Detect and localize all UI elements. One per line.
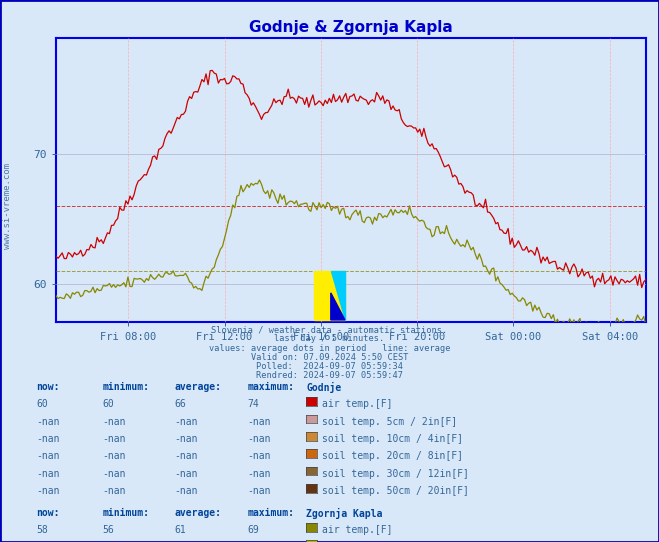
- Text: 69: 69: [247, 525, 259, 535]
- Text: -nan: -nan: [102, 486, 126, 496]
- Text: Polled:  2024-09-07 05:59:34: Polled: 2024-09-07 05:59:34: [256, 362, 403, 371]
- Text: soil temp. 50cm / 20in[F]: soil temp. 50cm / 20in[F]: [322, 486, 469, 496]
- Title: Godnje & Zgornja Kapla: Godnje & Zgornja Kapla: [249, 21, 453, 35]
- Text: -nan: -nan: [36, 417, 60, 427]
- Text: soil temp. 30cm / 12in[F]: soil temp. 30cm / 12in[F]: [322, 469, 469, 479]
- Text: -nan: -nan: [36, 434, 60, 444]
- Text: values: average dots in period   line: average: values: average dots in period line: ave…: [209, 344, 450, 353]
- Text: -nan: -nan: [175, 486, 198, 496]
- Text: soil temp. 10cm / 4in[F]: soil temp. 10cm / 4in[F]: [322, 434, 463, 444]
- Text: -nan: -nan: [247, 451, 271, 461]
- Text: -nan: -nan: [102, 434, 126, 444]
- Text: last day / 5 minutes.: last day / 5 minutes.: [274, 334, 385, 344]
- Text: -nan: -nan: [102, 469, 126, 479]
- Text: -nan: -nan: [102, 451, 126, 461]
- Text: -nan: -nan: [247, 469, 271, 479]
- Text: -nan: -nan: [36, 486, 60, 496]
- Text: maximum:: maximum:: [247, 382, 294, 392]
- Text: Slovenia / weather data - automatic stations.: Slovenia / weather data - automatic stat…: [212, 325, 447, 334]
- Text: -nan: -nan: [36, 469, 60, 479]
- Bar: [314, 271, 345, 320]
- Text: www.si-vreme.com: www.si-vreme.com: [3, 163, 13, 249]
- Text: 66: 66: [175, 399, 186, 409]
- Text: 60: 60: [102, 399, 114, 409]
- Text: maximum:: maximum:: [247, 508, 294, 518]
- Text: 60: 60: [36, 399, 48, 409]
- Polygon shape: [331, 293, 345, 320]
- Text: -nan: -nan: [247, 486, 271, 496]
- Text: Zgornja Kapla: Zgornja Kapla: [306, 508, 383, 519]
- Text: -nan: -nan: [247, 434, 271, 444]
- Text: -nan: -nan: [247, 417, 271, 427]
- Text: -nan: -nan: [36, 451, 60, 461]
- Text: -nan: -nan: [102, 417, 126, 427]
- Text: -nan: -nan: [175, 469, 198, 479]
- Text: now:: now:: [36, 382, 60, 392]
- Text: Godnje: Godnje: [306, 382, 341, 393]
- Text: -nan: -nan: [175, 417, 198, 427]
- Text: -nan: -nan: [175, 434, 198, 444]
- Text: soil temp. 5cm / 2in[F]: soil temp. 5cm / 2in[F]: [322, 417, 457, 427]
- Polygon shape: [331, 271, 345, 320]
- Text: average:: average:: [175, 382, 221, 392]
- Text: now:: now:: [36, 508, 60, 518]
- Text: soil temp. 20cm / 8in[F]: soil temp. 20cm / 8in[F]: [322, 451, 463, 461]
- Text: 58: 58: [36, 525, 48, 535]
- Text: -nan: -nan: [175, 451, 198, 461]
- Text: average:: average:: [175, 508, 221, 518]
- Text: air temp.[F]: air temp.[F]: [322, 525, 392, 535]
- Text: air temp.[F]: air temp.[F]: [322, 399, 392, 409]
- Text: 56: 56: [102, 525, 114, 535]
- Text: Valid on: 07.09.2024 5:50 CEST: Valid on: 07.09.2024 5:50 CEST: [251, 353, 408, 362]
- Text: minimum:: minimum:: [102, 508, 149, 518]
- Text: 74: 74: [247, 399, 259, 409]
- Text: 61: 61: [175, 525, 186, 535]
- Text: Rendred: 2024-09-07 05:59:47: Rendred: 2024-09-07 05:59:47: [256, 371, 403, 380]
- Text: minimum:: minimum:: [102, 382, 149, 392]
